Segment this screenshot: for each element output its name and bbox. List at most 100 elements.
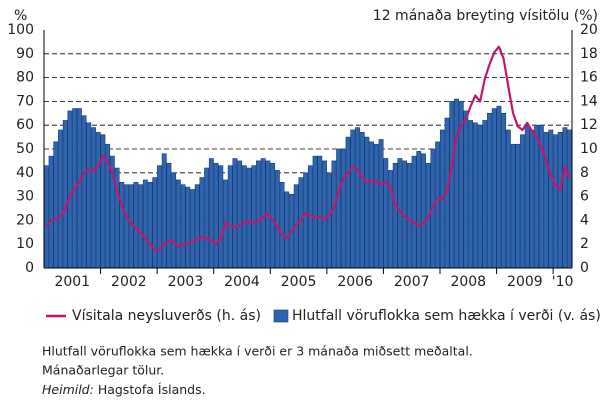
x-tick-label: 2003: [168, 274, 204, 290]
bar: [435, 141, 441, 269]
y2-tick-label: 8: [580, 165, 589, 181]
x-tick-label: 2004: [224, 274, 260, 290]
bar: [227, 165, 233, 269]
bar: [331, 160, 337, 269]
bar: [501, 113, 507, 269]
bar: [326, 172, 332, 269]
bar: [482, 120, 488, 269]
bar: [406, 162, 412, 269]
legend-swatch: [273, 309, 289, 323]
bar: [180, 184, 186, 269]
y-tick-label: 10: [16, 236, 34, 252]
y2-tick-label: 10: [580, 141, 598, 157]
bar: [76, 108, 82, 269]
bar: [468, 120, 474, 269]
x-tick-label: 2009: [507, 274, 543, 290]
bar: [58, 129, 63, 269]
bar: [369, 141, 375, 269]
bar: [355, 127, 360, 269]
source-text: Hagstofa Íslands.: [94, 382, 206, 397]
y-tick-label: 40: [16, 165, 34, 181]
note: Hlutfall vöruflokka sem hækka í verði er…: [42, 344, 473, 359]
bar: [548, 129, 554, 269]
bar: [175, 179, 181, 269]
bar: [171, 172, 177, 269]
bar: [190, 189, 195, 269]
bar: [138, 184, 144, 269]
bar: [91, 127, 96, 269]
bar: [260, 158, 266, 269]
bar: [43, 165, 49, 269]
bar: [53, 141, 59, 269]
bar: [567, 129, 573, 269]
bar: [340, 148, 346, 269]
bar: [350, 129, 356, 269]
bar: [232, 158, 238, 269]
bar: [312, 155, 318, 269]
bar: [416, 151, 422, 269]
y2-tick-label: 18: [580, 46, 598, 62]
bar: [62, 120, 68, 269]
bar: [496, 105, 502, 269]
y-tick-label: 80: [16, 70, 34, 86]
y2-tick-label: 0: [580, 260, 589, 276]
bar: [345, 136, 351, 269]
bar: [124, 184, 129, 269]
x-tick-label: 2002: [111, 274, 147, 290]
y2-tick-label: 4: [580, 212, 589, 228]
y2-axis-label: 12 mánaða breyting vísitölu (%): [373, 8, 598, 24]
y-tick-label: 0: [25, 260, 34, 276]
bar: [534, 124, 540, 269]
y-tick-label: 100: [7, 22, 34, 38]
bar: [505, 129, 511, 269]
bar: [463, 110, 469, 269]
note: Mánaðarlegar tölur.: [42, 363, 164, 378]
bar: [378, 139, 384, 269]
bar: [95, 132, 101, 269]
bar: [562, 127, 568, 269]
bar: [119, 182, 125, 269]
bar: [270, 162, 276, 269]
bar: [157, 165, 162, 269]
bar: [373, 143, 379, 269]
y-tick-label: 50: [16, 141, 34, 157]
bar: [336, 148, 342, 269]
bar: [213, 162, 219, 269]
bar: [274, 170, 280, 269]
bar: [161, 153, 167, 269]
source: Heimild: Hagstofa Íslands.: [42, 382, 206, 397]
x-tick-label: 2005: [281, 274, 317, 290]
bar: [449, 101, 455, 269]
bar: [199, 177, 205, 269]
bar: [364, 136, 370, 269]
bar: [166, 162, 172, 269]
y-tick-label: 90: [16, 46, 34, 62]
bar: [67, 110, 73, 269]
bar: [241, 165, 247, 269]
bar: [246, 167, 252, 269]
y-tick-label: 70: [16, 93, 34, 109]
bar: [529, 129, 535, 269]
bar: [251, 165, 257, 269]
bar: [237, 160, 243, 269]
x-tick-label: 2008: [450, 274, 486, 290]
y-tick-label: 30: [16, 189, 34, 205]
bar: [553, 134, 558, 269]
x-tick-label: '10: [552, 274, 574, 290]
bar: [383, 158, 389, 269]
bar: [487, 113, 492, 269]
bar: [218, 165, 224, 269]
bar: [284, 191, 290, 269]
bar: [48, 155, 54, 269]
bar: [152, 177, 158, 269]
x-tick-label: 2001: [54, 274, 90, 290]
bar: [208, 158, 214, 269]
y2-tick-label: 14: [580, 93, 598, 109]
bar: [322, 160, 327, 269]
bar: [147, 182, 153, 269]
source-label: Heimild:: [42, 382, 94, 397]
y-tick-label: 20: [16, 212, 34, 228]
bar: [392, 162, 398, 269]
x-tick-label: 2006: [337, 274, 373, 290]
